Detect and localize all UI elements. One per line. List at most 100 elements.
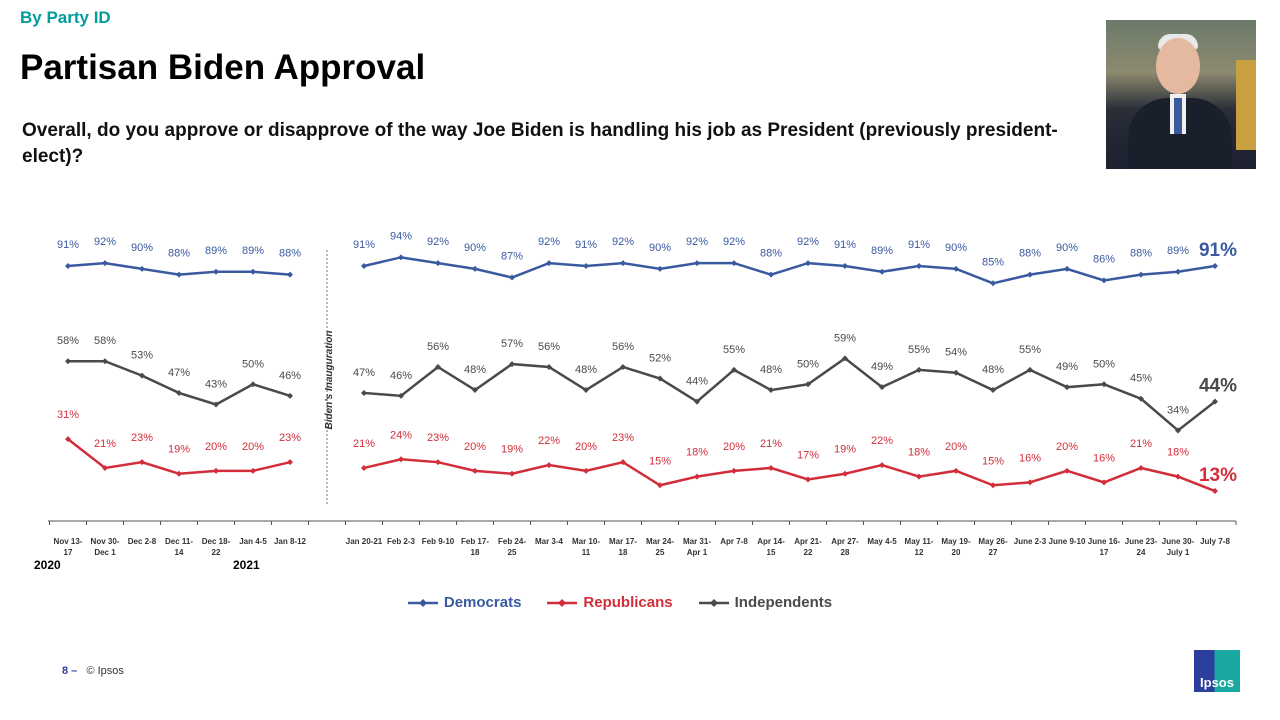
x-tick-label: Nov 30-: [91, 537, 120, 546]
independents-data-label: 44%: [1199, 376, 1237, 397]
democrats-data-label: 92%: [612, 236, 634, 248]
democrats-data-label: 91%: [1199, 240, 1237, 261]
x-tick-label: 28: [841, 548, 850, 557]
x-tick-label: June 23-: [1125, 537, 1158, 546]
republicans-point: [398, 456, 404, 463]
republicans-data-label: 16%: [1019, 452, 1041, 464]
republicans-point: [916, 473, 922, 480]
democrats-point: [398, 254, 404, 261]
x-tick-label: June 16-: [1088, 537, 1121, 546]
republicans-data-label: 19%: [834, 444, 856, 456]
democrats-point: [620, 260, 626, 267]
republicans-point: [509, 470, 515, 477]
legend-item-independents: Independents: [698, 594, 833, 611]
democrats-data-label: 88%: [1019, 248, 1041, 260]
democrats-data-label: 91%: [57, 239, 79, 251]
x-tick-label: 11: [582, 548, 591, 557]
independents-point: [879, 384, 885, 391]
x-tick-label: Dec 11-: [165, 537, 193, 546]
democrats-data-label: 92%: [538, 236, 560, 248]
independents-point: [953, 369, 959, 376]
x-tick-label: Jan 20-21: [346, 537, 383, 546]
legend-label: Independents: [734, 594, 833, 611]
democrats-data-label: 94%: [390, 230, 412, 242]
page-title: Partisan Biden Approval: [20, 48, 426, 87]
democrats-point: [805, 260, 811, 267]
x-tick-label: July 1: [1167, 548, 1190, 557]
republicans-data-label: 22%: [871, 435, 893, 447]
republicans-point: [1138, 464, 1144, 471]
page-number: 8 –: [62, 665, 78, 677]
democrats-point: [1175, 268, 1181, 275]
republicans-point: [1064, 467, 1070, 474]
independents-data-label: 34%: [1167, 404, 1189, 416]
independents-data-label: 53%: [131, 350, 153, 362]
x-tick-label: 20: [952, 548, 961, 557]
democrats-data-label: 92%: [723, 236, 745, 248]
republicans-point: [65, 436, 71, 443]
republicans-data-label: 18%: [908, 447, 930, 459]
independents-data-label: 50%: [1093, 358, 1115, 370]
legend-item-republicans: Republicans: [547, 594, 673, 611]
republicans-data-label: 15%: [649, 455, 671, 467]
democrats-data-label: 85%: [982, 256, 1004, 268]
republicans-data-label: 23%: [279, 432, 301, 444]
x-tick-label: 25: [508, 548, 517, 557]
republicans-point: [990, 482, 996, 489]
republicans-point: [583, 467, 589, 474]
x-tick-label: 17: [1100, 548, 1109, 557]
biden-photo: [1106, 20, 1256, 169]
democrats-line: [363, 256, 1216, 285]
ipsos-logo: Ipsos: [1194, 650, 1240, 692]
x-tick-label: 25: [656, 548, 665, 557]
independents-data-label: 48%: [982, 364, 1004, 376]
republicans-data-label: 23%: [131, 432, 153, 444]
democrats-point: [583, 263, 589, 269]
x-tick-label: 14: [175, 548, 184, 557]
legend-item-democrats: Democrats: [407, 594, 521, 611]
democrats-point: [250, 268, 256, 275]
independents-point: [435, 363, 441, 370]
independents-data-label: 58%: [94, 335, 116, 347]
democrats-point: [1138, 271, 1144, 278]
democrats-point: [657, 265, 663, 272]
independents-point: [65, 358, 71, 365]
democrats-data-label: 91%: [353, 239, 375, 251]
x-tick-label: Mar 10-: [572, 537, 600, 546]
republicans-data-label: 23%: [427, 432, 449, 444]
independents-point: [361, 389, 367, 396]
democrats-point: [916, 263, 922, 269]
independents-line: [363, 356, 1216, 433]
republicans-point: [842, 470, 848, 477]
democrats-point: [509, 274, 515, 281]
footer: 8 – © Ipsos: [62, 665, 124, 677]
independents-point: [731, 366, 737, 373]
x-tick-label: Apr 7-8: [720, 537, 748, 546]
survey-question: Overall, do you approve or disapprove of…: [22, 120, 1058, 167]
democrats-data-label: 92%: [686, 236, 708, 248]
republicans-data-label: 31%: [57, 409, 79, 421]
independents-data-label: 56%: [612, 341, 634, 353]
democrats-data-label: 92%: [797, 236, 819, 248]
independents-data-label: 46%: [390, 370, 412, 382]
democrats-point: [694, 260, 700, 267]
republicans-data-label: 19%: [501, 444, 523, 456]
democrats-point: [213, 268, 219, 275]
x-tick-label: Feb 24-: [498, 537, 526, 546]
republicans-point: [139, 459, 145, 466]
republicans-point: [287, 459, 293, 466]
independents-point: [139, 372, 145, 379]
independents-point: [1027, 366, 1033, 373]
x-tick-label: Nov 13-: [54, 537, 83, 546]
democrats-data-label: 90%: [945, 242, 967, 254]
independents-point: [176, 389, 182, 396]
independents-point: [509, 361, 515, 368]
republicans-data-label: 21%: [353, 438, 375, 450]
year-label: 2021: [233, 558, 260, 572]
republicans-point: [250, 467, 256, 474]
republicans-data-label: 13%: [1199, 465, 1237, 486]
independents-data-label: 55%: [1019, 344, 1041, 356]
independents-point: [805, 381, 811, 388]
republicans-data-label: 20%: [205, 441, 227, 453]
republicans-point: [472, 467, 478, 474]
